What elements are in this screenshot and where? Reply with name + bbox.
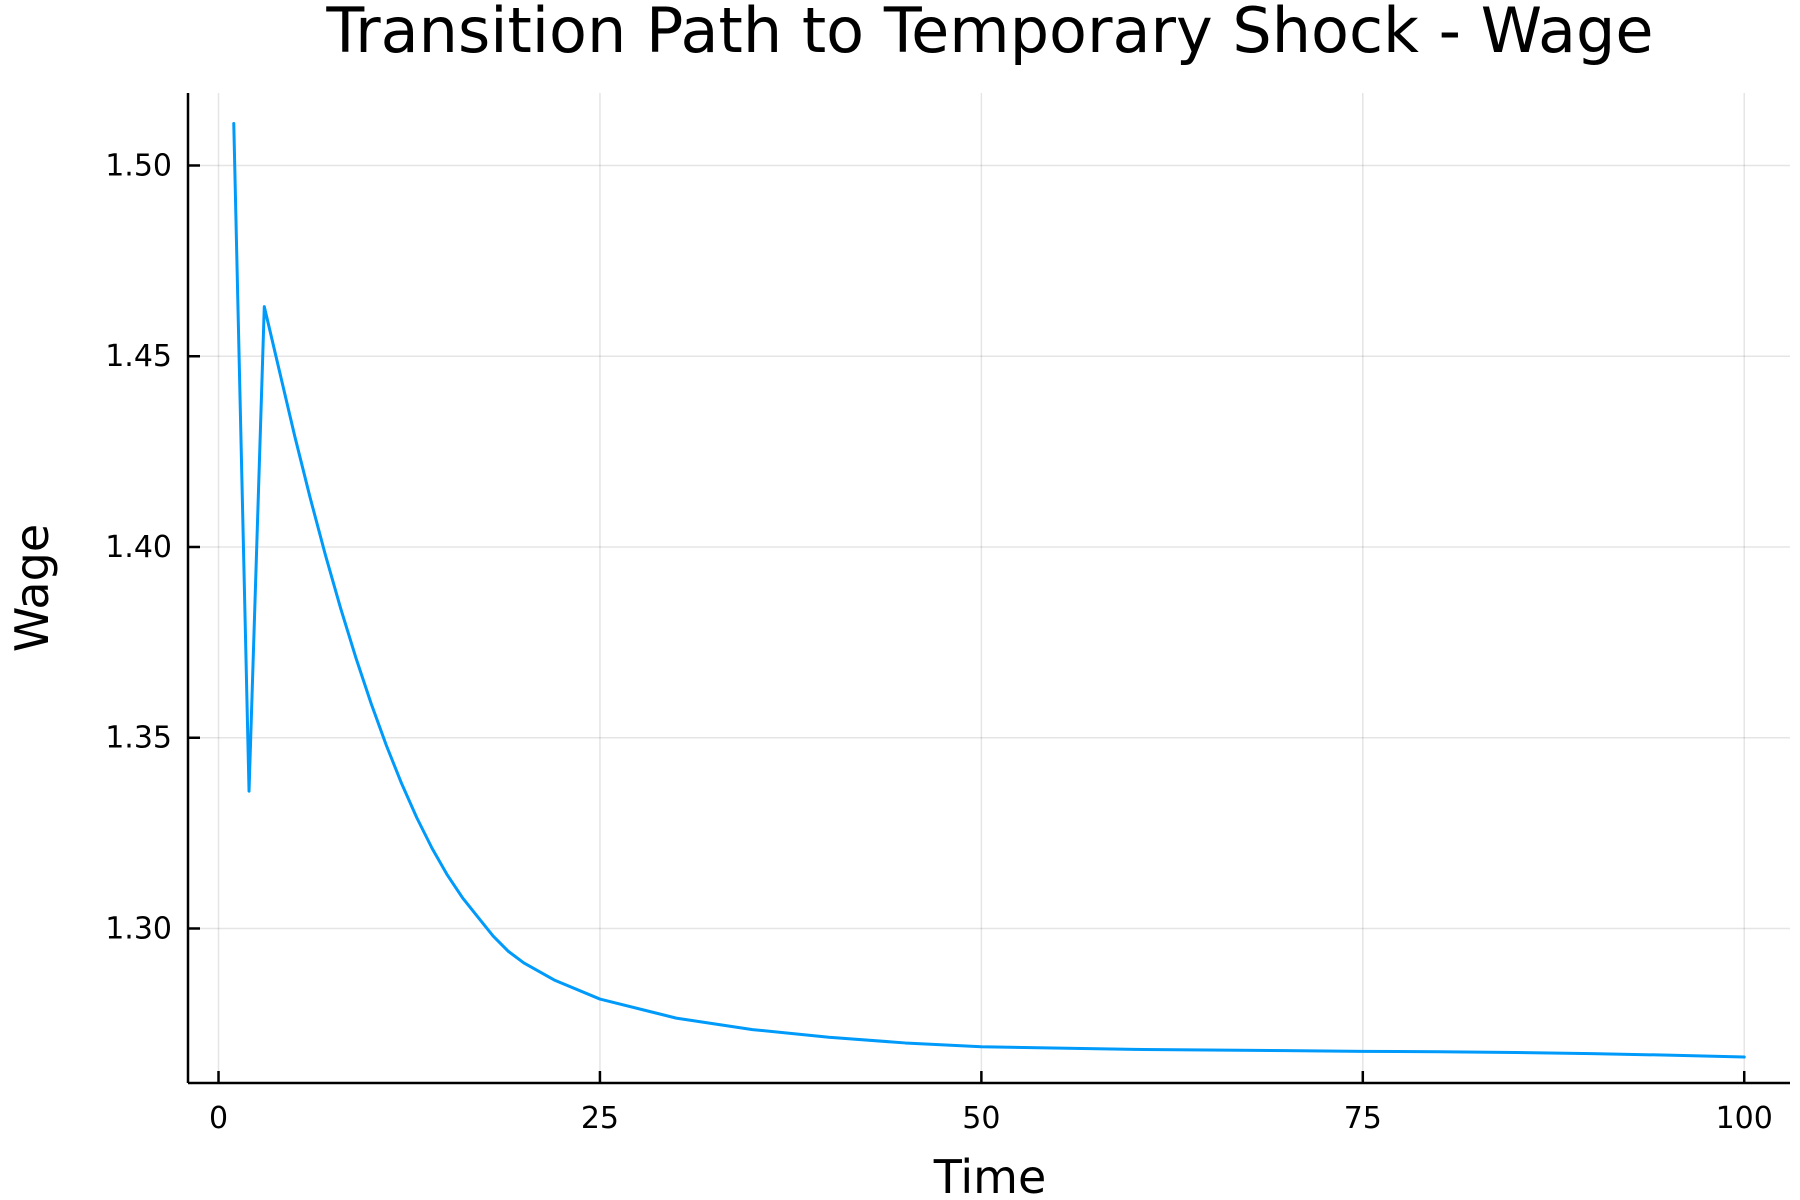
- x-axis-label: Time: [933, 1150, 1047, 1200]
- x-tick-label-4: 100: [1716, 1101, 1773, 1136]
- series-line-0: [232, 122, 1746, 1059]
- series-layer: [232, 122, 1746, 1059]
- x-tick-label-2: 50: [962, 1101, 1000, 1136]
- axis-layer: [186, 93, 1790, 1085]
- tick-layer: 0 25 50 75 100 1.30 1.35 1.40 1.45 1.50: [105, 148, 1773, 1136]
- x-tick-label-0: 0: [209, 1101, 228, 1136]
- x-tick-label-1: 25: [581, 1101, 619, 1136]
- grid-layer: [188, 93, 1790, 1083]
- chart-title: Transition Path to Temporary Shock - Wag…: [325, 0, 1653, 67]
- y-tick-label-2: 1.40: [105, 530, 172, 565]
- y-tick-label-0: 1.30: [105, 911, 172, 946]
- y-tick-label-1: 1.35: [105, 721, 172, 756]
- y-axis-label: Wage: [5, 524, 59, 652]
- y-tick-label-4: 1.50: [105, 148, 172, 183]
- x-tick-label-3: 75: [1344, 1101, 1382, 1136]
- y-tick-label-3: 1.45: [105, 339, 172, 374]
